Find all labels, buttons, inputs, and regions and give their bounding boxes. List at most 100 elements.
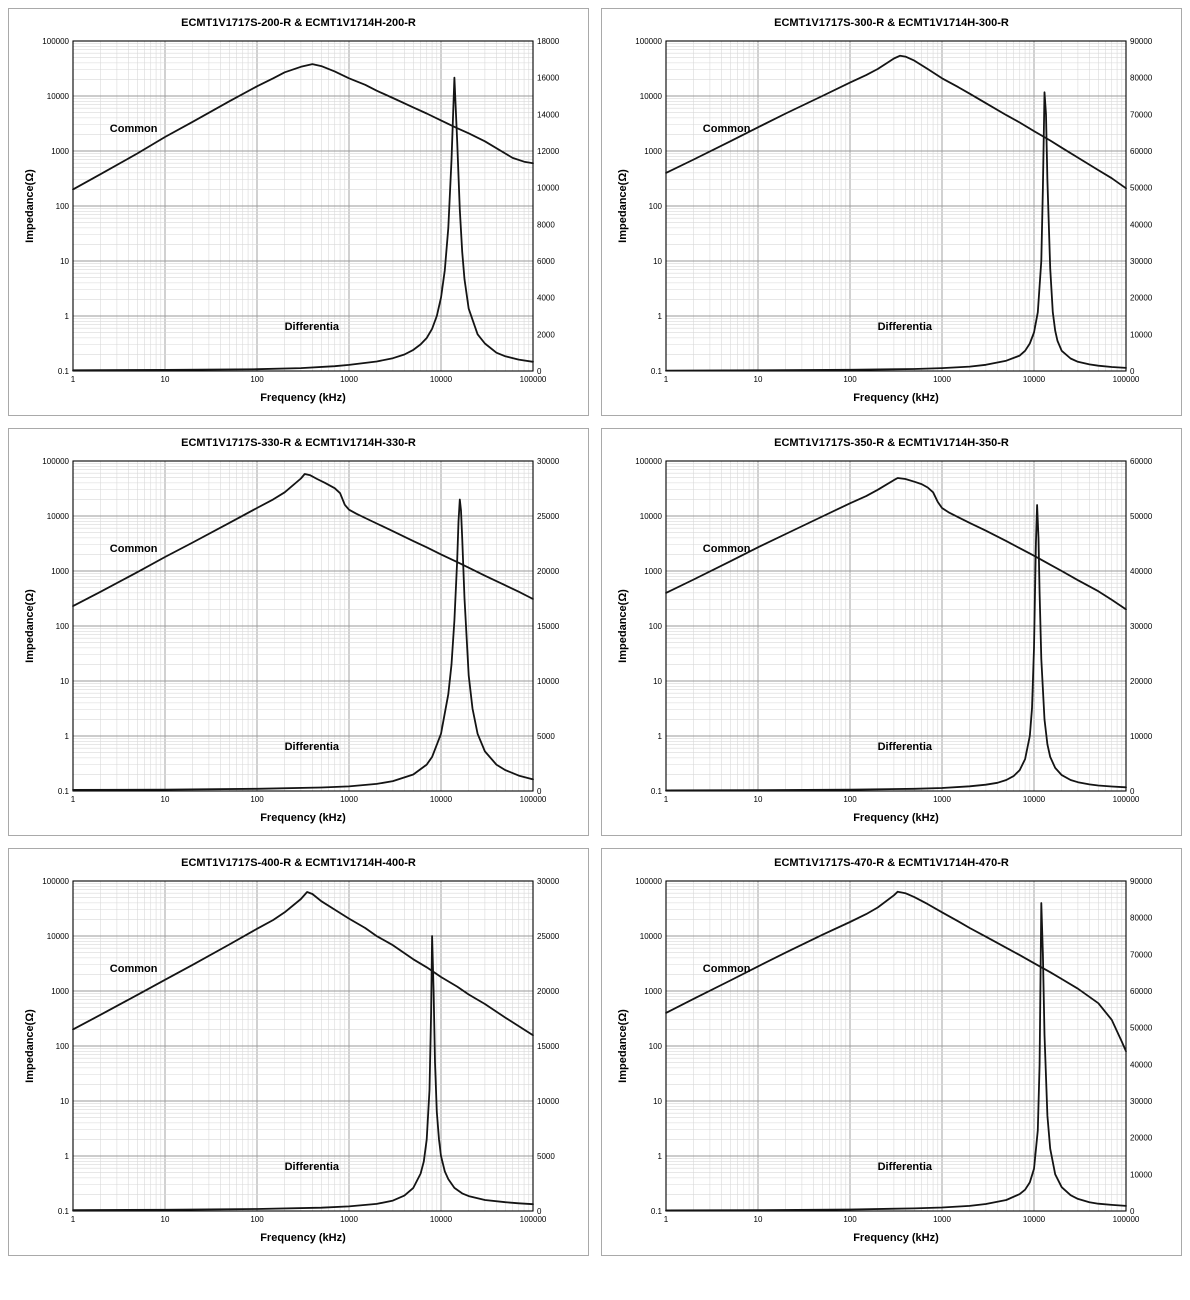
right-tick-label: 60000 — [1130, 147, 1153, 156]
right-tick-label: 0 — [537, 1207, 542, 1216]
y-axis-label: Impedance(Ω) — [24, 589, 36, 663]
common-curve — [71, 891, 534, 1037]
left-tick-label: 100000 — [635, 457, 662, 466]
x-tick-label: 10000 — [1022, 795, 1045, 804]
left-tick-label: 10000 — [639, 512, 662, 521]
left-tick-label: 10 — [653, 677, 662, 686]
differential-curve — [664, 504, 1127, 792]
chart-grid: ECMT1V1717S-200-R & ECMT1V1714H-200-R 1 1… — [8, 8, 1182, 1256]
differential-label: Differentia — [877, 741, 932, 753]
right-tick-label: 16000 — [537, 74, 560, 83]
common-label: Common — [702, 123, 750, 135]
differential-label: Differentia — [877, 321, 932, 333]
differential-curve — [71, 935, 534, 1211]
left-tick-label: 10000 — [46, 932, 69, 941]
right-tick-label: 20000 — [1130, 294, 1153, 303]
right-tick-label: 18000 — [537, 37, 560, 46]
x-tick-label: 10000 — [1022, 1215, 1045, 1224]
chart-title: ECMT1V1717S-350-R & ECMT1V1714H-350-R — [774, 437, 1009, 449]
differential-label: Differentia — [284, 1161, 339, 1173]
right-tick-label: 30000 — [1130, 1097, 1153, 1106]
left-tick-label: 10000 — [46, 512, 69, 521]
x-tick-label: 10000 — [429, 375, 452, 384]
chart-panel: ECMT1V1717S-300-R & ECMT1V1714H-300-R 1 1… — [601, 8, 1182, 416]
left-tick-label: 1 — [657, 732, 662, 741]
right-tick-label: 0 — [1130, 1207, 1135, 1216]
left-tick-label: 10 — [653, 1097, 662, 1106]
left-tick-label: 10 — [60, 677, 69, 686]
right-tick-label: 25000 — [537, 512, 560, 521]
left-tick-label: 1 — [64, 1152, 69, 1161]
right-tick-label: 80000 — [1130, 914, 1153, 923]
right-tick-label: 12000 — [537, 147, 560, 156]
right-tick-label: 50000 — [1130, 184, 1153, 193]
right-tick-label: 70000 — [1130, 950, 1153, 959]
right-tick-label: 10000 — [1130, 1170, 1153, 1179]
plot-border — [664, 460, 1127, 792]
impedance-chart: 1 10 100 1000 10000 1000000.11101001000100001… — [24, 877, 560, 1244]
x-tick-label: 1000 — [933, 795, 951, 804]
right-tick-label: 20000 — [1130, 677, 1153, 686]
right-tick-label: 40000 — [1130, 567, 1153, 576]
chart-title: ECMT1V1717S-330-R & ECMT1V1714H-330-R — [181, 437, 416, 449]
right-tick-label: 90000 — [1130, 877, 1153, 886]
left-tick-label: 1000 — [644, 987, 662, 996]
common-curve — [664, 54, 1127, 190]
left-tick-label: 100000 — [635, 877, 662, 886]
right-tick-label: 60000 — [1130, 457, 1153, 466]
x-tick-label: 1000 — [933, 1215, 951, 1224]
right-tick-label: 90000 — [1130, 37, 1153, 46]
right-tick-label: 10000 — [1130, 330, 1153, 339]
right-tick-label: 0 — [537, 367, 542, 376]
right-tick-label: 0 — [1130, 787, 1135, 796]
x-tick-label: 10 — [753, 795, 762, 804]
right-tick-label: 0 — [537, 787, 542, 796]
left-tick-label: 1000 — [51, 987, 69, 996]
left-tick-label: 0.1 — [650, 1207, 662, 1216]
right-tick-label: 40000 — [1130, 220, 1153, 229]
left-tick-label: 100 — [648, 202, 662, 211]
left-tick-label: 10 — [653, 257, 662, 266]
chart-panel: ECMT1V1717S-400-R & ECMT1V1714H-400-R 1 1… — [8, 848, 589, 1256]
y-axis-label: Impedance(Ω) — [617, 589, 629, 663]
x-axis-label: Frequency (kHz) — [260, 392, 346, 404]
differential-curve — [71, 76, 534, 372]
x-tick-label: 10000 — [429, 1215, 452, 1224]
chart-panel: ECMT1V1717S-350-R & ECMT1V1714H-350-R 1 1… — [601, 428, 1182, 836]
left-tick-label: 100 — [648, 622, 662, 631]
right-tick-label: 50000 — [1130, 1024, 1153, 1033]
differential-curve — [664, 902, 1127, 1212]
gridlines — [665, 40, 1126, 372]
left-tick-label: 0.1 — [57, 1207, 69, 1216]
left-tick-label: 0.1 — [57, 787, 69, 796]
left-tick-label: 0.1 — [650, 787, 662, 796]
left-tick-label: 100 — [55, 1042, 69, 1051]
left-tick-label: 1000 — [51, 567, 69, 576]
left-tick-label: 10000 — [639, 932, 662, 941]
impedance-chart: 1 10 100 1000 10000 1000000.11101001000100001… — [617, 877, 1153, 1244]
left-tick-label: 100000 — [42, 37, 69, 46]
chart-panel: ECMT1V1717S-330-R & ECMT1V1714H-330-R 1 1… — [8, 428, 589, 836]
right-tick-label: 30000 — [537, 457, 560, 466]
common-label: Common — [702, 543, 750, 555]
x-tick-label: 10 — [753, 375, 762, 384]
left-tick-label: 10000 — [46, 92, 69, 101]
right-tick-label: 5000 — [537, 732, 555, 741]
plot-border — [71, 460, 534, 792]
x-tick-label: 100 — [250, 375, 264, 384]
right-tick-label: 60000 — [1130, 987, 1153, 996]
differential-label: Differentia — [877, 1161, 932, 1173]
right-tick-label: 10000 — [537, 1097, 560, 1106]
x-tick-label: 10000 — [1022, 375, 1045, 384]
left-tick-label: 100 — [55, 202, 69, 211]
left-tick-label: 100 — [55, 622, 69, 631]
plot-border — [71, 40, 534, 372]
left-tick-label: 100000 — [42, 457, 69, 466]
differential-label: Differentia — [284, 321, 339, 333]
x-tick-label: 100 — [250, 795, 264, 804]
x-tick-label: 100000 — [519, 375, 546, 384]
y-axis-label: Impedance(Ω) — [617, 169, 629, 243]
common-label: Common — [702, 963, 750, 975]
left-tick-label: 1000 — [644, 147, 662, 156]
x-tick-label: 100000 — [1112, 795, 1139, 804]
